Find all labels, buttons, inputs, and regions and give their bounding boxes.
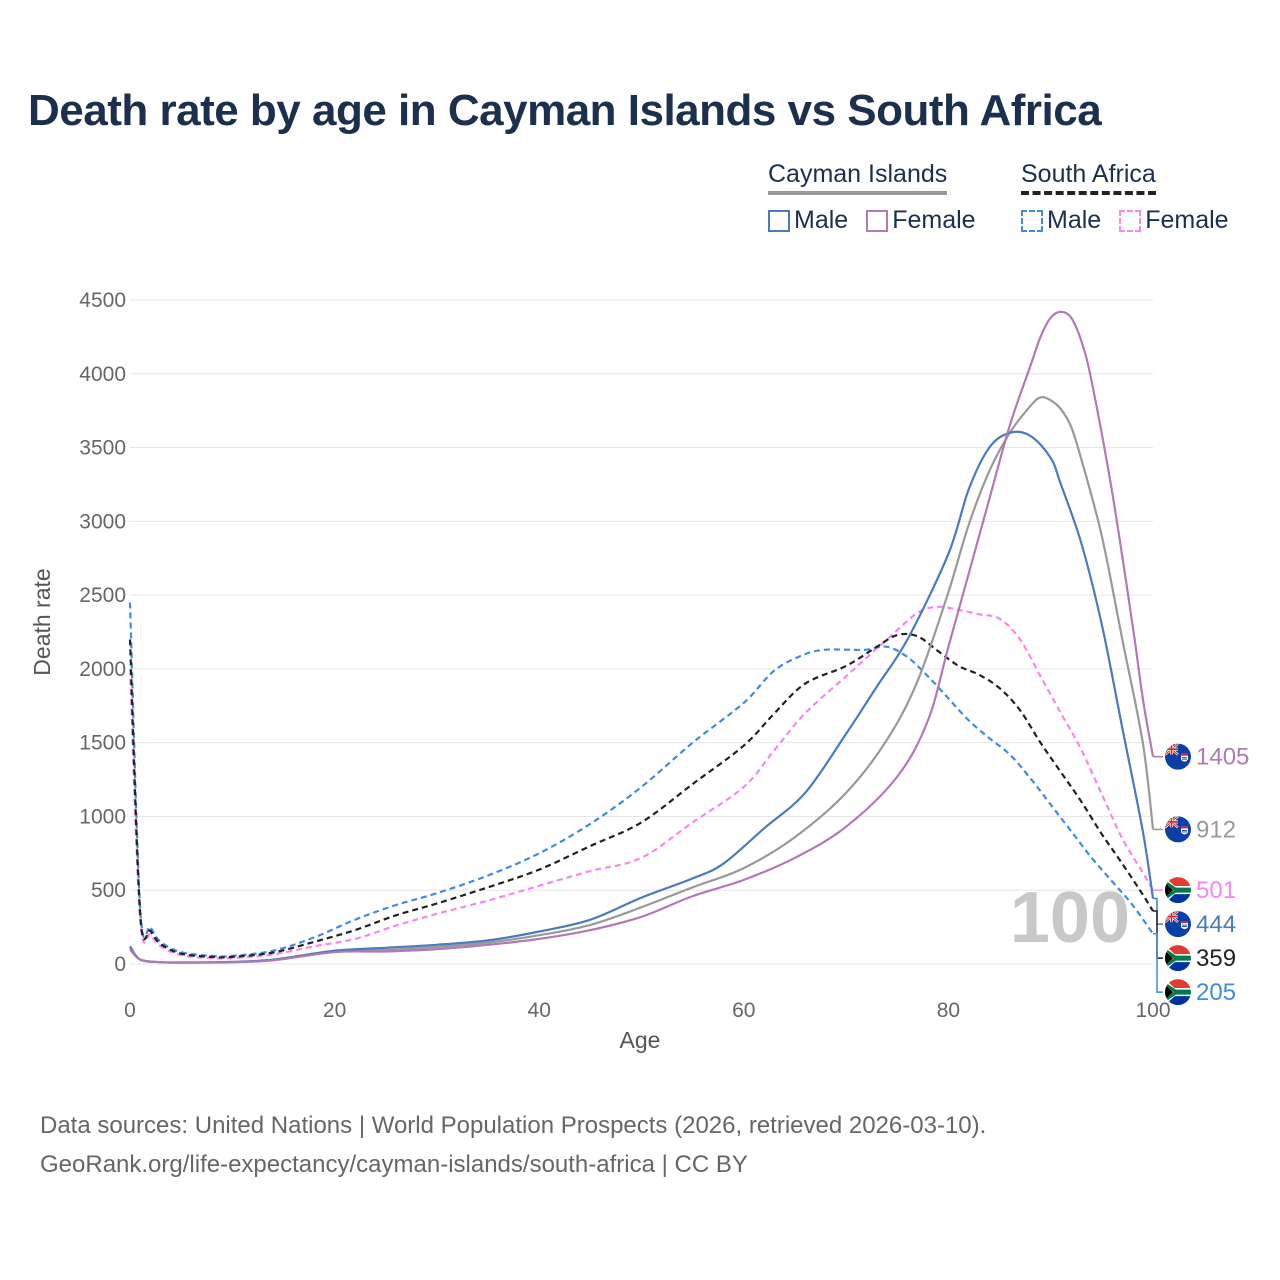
south-africa-flag-icon [1165, 945, 1191, 971]
series-lines [128, 310, 1155, 964]
series-line-sa-female[interactable] [128, 605, 1154, 960]
legend-row-cayman: Male Female [768, 206, 994, 235]
x-axis: 0 20 40 60 80 100 [124, 999, 1170, 1022]
x-tick-label: 40 [528, 999, 551, 1022]
end-value-cayman-female: 1405 [1196, 744, 1249, 771]
south-africa-flag-icon [1165, 979, 1191, 1005]
y-tick-label: 4000 [79, 363, 126, 386]
x-tick-label: 0 [124, 999, 136, 1022]
end-labels: 1405 912 501 444 359 205 [1153, 744, 1249, 1006]
cayman-islands-flag-icon [1165, 744, 1191, 770]
x-tick-label: 80 [937, 999, 960, 1022]
end-connector-sa-male [1153, 933, 1163, 993]
series-line-cayman-male[interactable] [129, 430, 1155, 964]
x-tick-label: 100 [1135, 999, 1170, 1022]
x-tick-label: 20 [323, 999, 346, 1022]
legend-label-cayman-female[interactable]: Female [892, 206, 976, 234]
y-axis-title: Death rate [29, 568, 55, 675]
y-axis: 0 500 1000 1500 2000 2500 3000 3500 4000 4500 [79, 289, 126, 976]
legend-swatch-cayman-female [866, 209, 889, 232]
end-value-sa-total: 359 [1196, 945, 1236, 972]
legend-title-cayman-islands: Cayman Islands [768, 160, 948, 195]
footer-link[interactable]: GeoRank.org/life-expectancy/cayman-islan… [40, 1151, 748, 1178]
south-africa-flag-icon [1165, 877, 1191, 903]
cayman-islands-flag-icon [1165, 816, 1191, 842]
grid [130, 299, 1153, 965]
legend-label-sa-female[interactable]: Female [1145, 206, 1229, 234]
legend-swatch-cayman-male [768, 209, 790, 232]
y-tick-label: 3500 [79, 437, 126, 460]
series-line-cayman-total[interactable] [129, 396, 1155, 964]
legend-row-south-africa: Male Female [1021, 206, 1229, 235]
x-axis-title: Age [620, 1027, 661, 1053]
legend-cayman-islands: Cayman Islands Male Female [768, 160, 976, 234]
x-tick-label: 60 [732, 999, 755, 1022]
series-line-sa-total[interactable] [128, 632, 1154, 959]
y-tick-label: 2500 [79, 584, 126, 607]
footer: Data sources: United Nations | World Pop… [40, 1106, 986, 1184]
y-tick-label: 3000 [79, 510, 126, 533]
chart-title: Death rate by age in Cayman Islands vs S… [28, 86, 1102, 135]
cayman-islands-flag-icon [1165, 911, 1191, 937]
end-value-cayman-male: 444 [1196, 911, 1236, 938]
end-value-sa-male: 205 [1196, 979, 1236, 1006]
end-value-sa-female: 501 [1196, 877, 1236, 904]
legend-label-sa-male[interactable]: Male [1047, 206, 1102, 234]
y-tick-label: 1000 [79, 805, 126, 828]
y-tick-label: 0 [114, 953, 126, 976]
legend-title-south-africa: South Africa [1021, 160, 1156, 195]
y-tick-label: 2000 [79, 658, 126, 681]
end-value-cayman-total: 912 [1196, 816, 1236, 843]
series-line-cayman-female[interactable] [129, 310, 1155, 964]
series-line-sa-male[interactable] [128, 602, 1154, 958]
y-tick-label: 500 [91, 879, 126, 902]
legend-label-cayman-male[interactable]: Male [794, 206, 849, 234]
age-watermark: 100 [1010, 878, 1130, 958]
y-tick-label: 1500 [79, 732, 126, 755]
legend-swatch-sa-female [1119, 209, 1142, 232]
y-tick-label: 4500 [79, 289, 126, 312]
legend-south-africa: South Africa Male Female [1021, 160, 1229, 234]
footer-sources: Data sources: United Nations | World Pop… [40, 1112, 987, 1139]
legend-swatch-sa-male [1021, 209, 1043, 232]
